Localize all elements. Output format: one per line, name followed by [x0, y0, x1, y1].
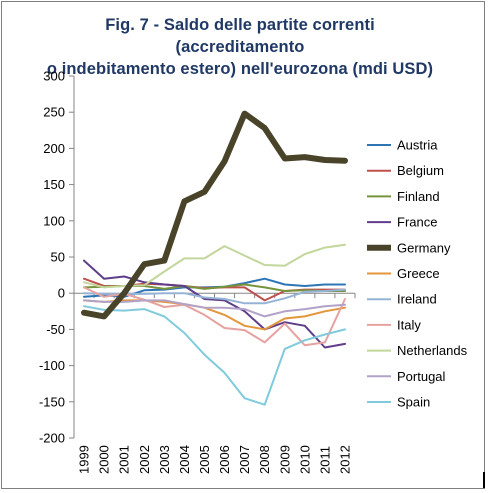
- y-tick-label: 200: [43, 141, 65, 156]
- x-tick-label: 2011: [317, 446, 332, 474]
- y-tick-label: -100: [39, 358, 65, 373]
- x-tick-label: 2006: [217, 445, 232, 474]
- legend-label-greece: Greece: [397, 266, 440, 281]
- legend-label-ireland: Ireland: [397, 292, 437, 307]
- legend-label-austria: Austria: [397, 138, 438, 153]
- x-tick-label: 2009: [277, 445, 292, 474]
- y-tick-label: 0: [58, 286, 65, 301]
- corner-marker: [483, 472, 485, 488]
- y-tick-label: -150: [39, 394, 65, 409]
- x-tick-label: 1999: [77, 445, 92, 474]
- legend-label-germany: Germany: [397, 240, 451, 255]
- x-tick-label: 2010: [297, 445, 312, 474]
- legend-label-france: France: [397, 215, 437, 230]
- x-tick-label: 2001: [117, 445, 132, 474]
- x-tick-label: 2004: [177, 445, 192, 474]
- series-line-germany: [81, 110, 348, 320]
- y-tick-label: -200: [39, 431, 65, 446]
- series-line-portugal: [83, 299, 346, 318]
- y-tick-label: 100: [43, 213, 65, 228]
- chart-title-line-2: o indebitamento estero) nell'eurozona (m…: [46, 60, 434, 78]
- x-tick-label: 2000: [97, 445, 112, 474]
- legend-label-netherlands: Netherlands: [397, 343, 468, 358]
- chart-title-line-1: Fig. 7 - Saldo delle partite correnti (a…: [105, 16, 375, 56]
- legend-label-belgium: Belgium: [397, 163, 444, 178]
- y-tick-label: 300: [43, 69, 65, 84]
- x-tick-label: 2003: [157, 445, 172, 474]
- y-tick-label: 150: [43, 177, 65, 192]
- x-tick-label: 2005: [197, 445, 212, 474]
- x-tick-label: 2008: [257, 445, 272, 474]
- chart-title: Fig. 7 - Saldo delle partite correnti (a…: [40, 14, 440, 80]
- x-tick-label: 2012: [337, 445, 352, 474]
- y-tick-label: -50: [46, 322, 65, 337]
- legend-label-spain: Spain: [397, 395, 430, 410]
- legend-label-portugal: Portugal: [397, 369, 446, 384]
- series-line-france: [83, 259, 346, 349]
- y-tick-label: 50: [51, 250, 65, 265]
- x-tick-label: 2007: [237, 445, 252, 474]
- legend-label-italy: Italy: [397, 317, 421, 332]
- series-line-netherlands: [83, 243, 346, 289]
- y-tick-label: 250: [43, 105, 65, 120]
- series-line-greece: [83, 299, 346, 331]
- legend-label-finland: Finland: [397, 189, 440, 204]
- series-line-spain: [83, 305, 346, 406]
- chart-frame: [1, 1, 485, 489]
- x-tick-label: 2002: [137, 445, 152, 474]
